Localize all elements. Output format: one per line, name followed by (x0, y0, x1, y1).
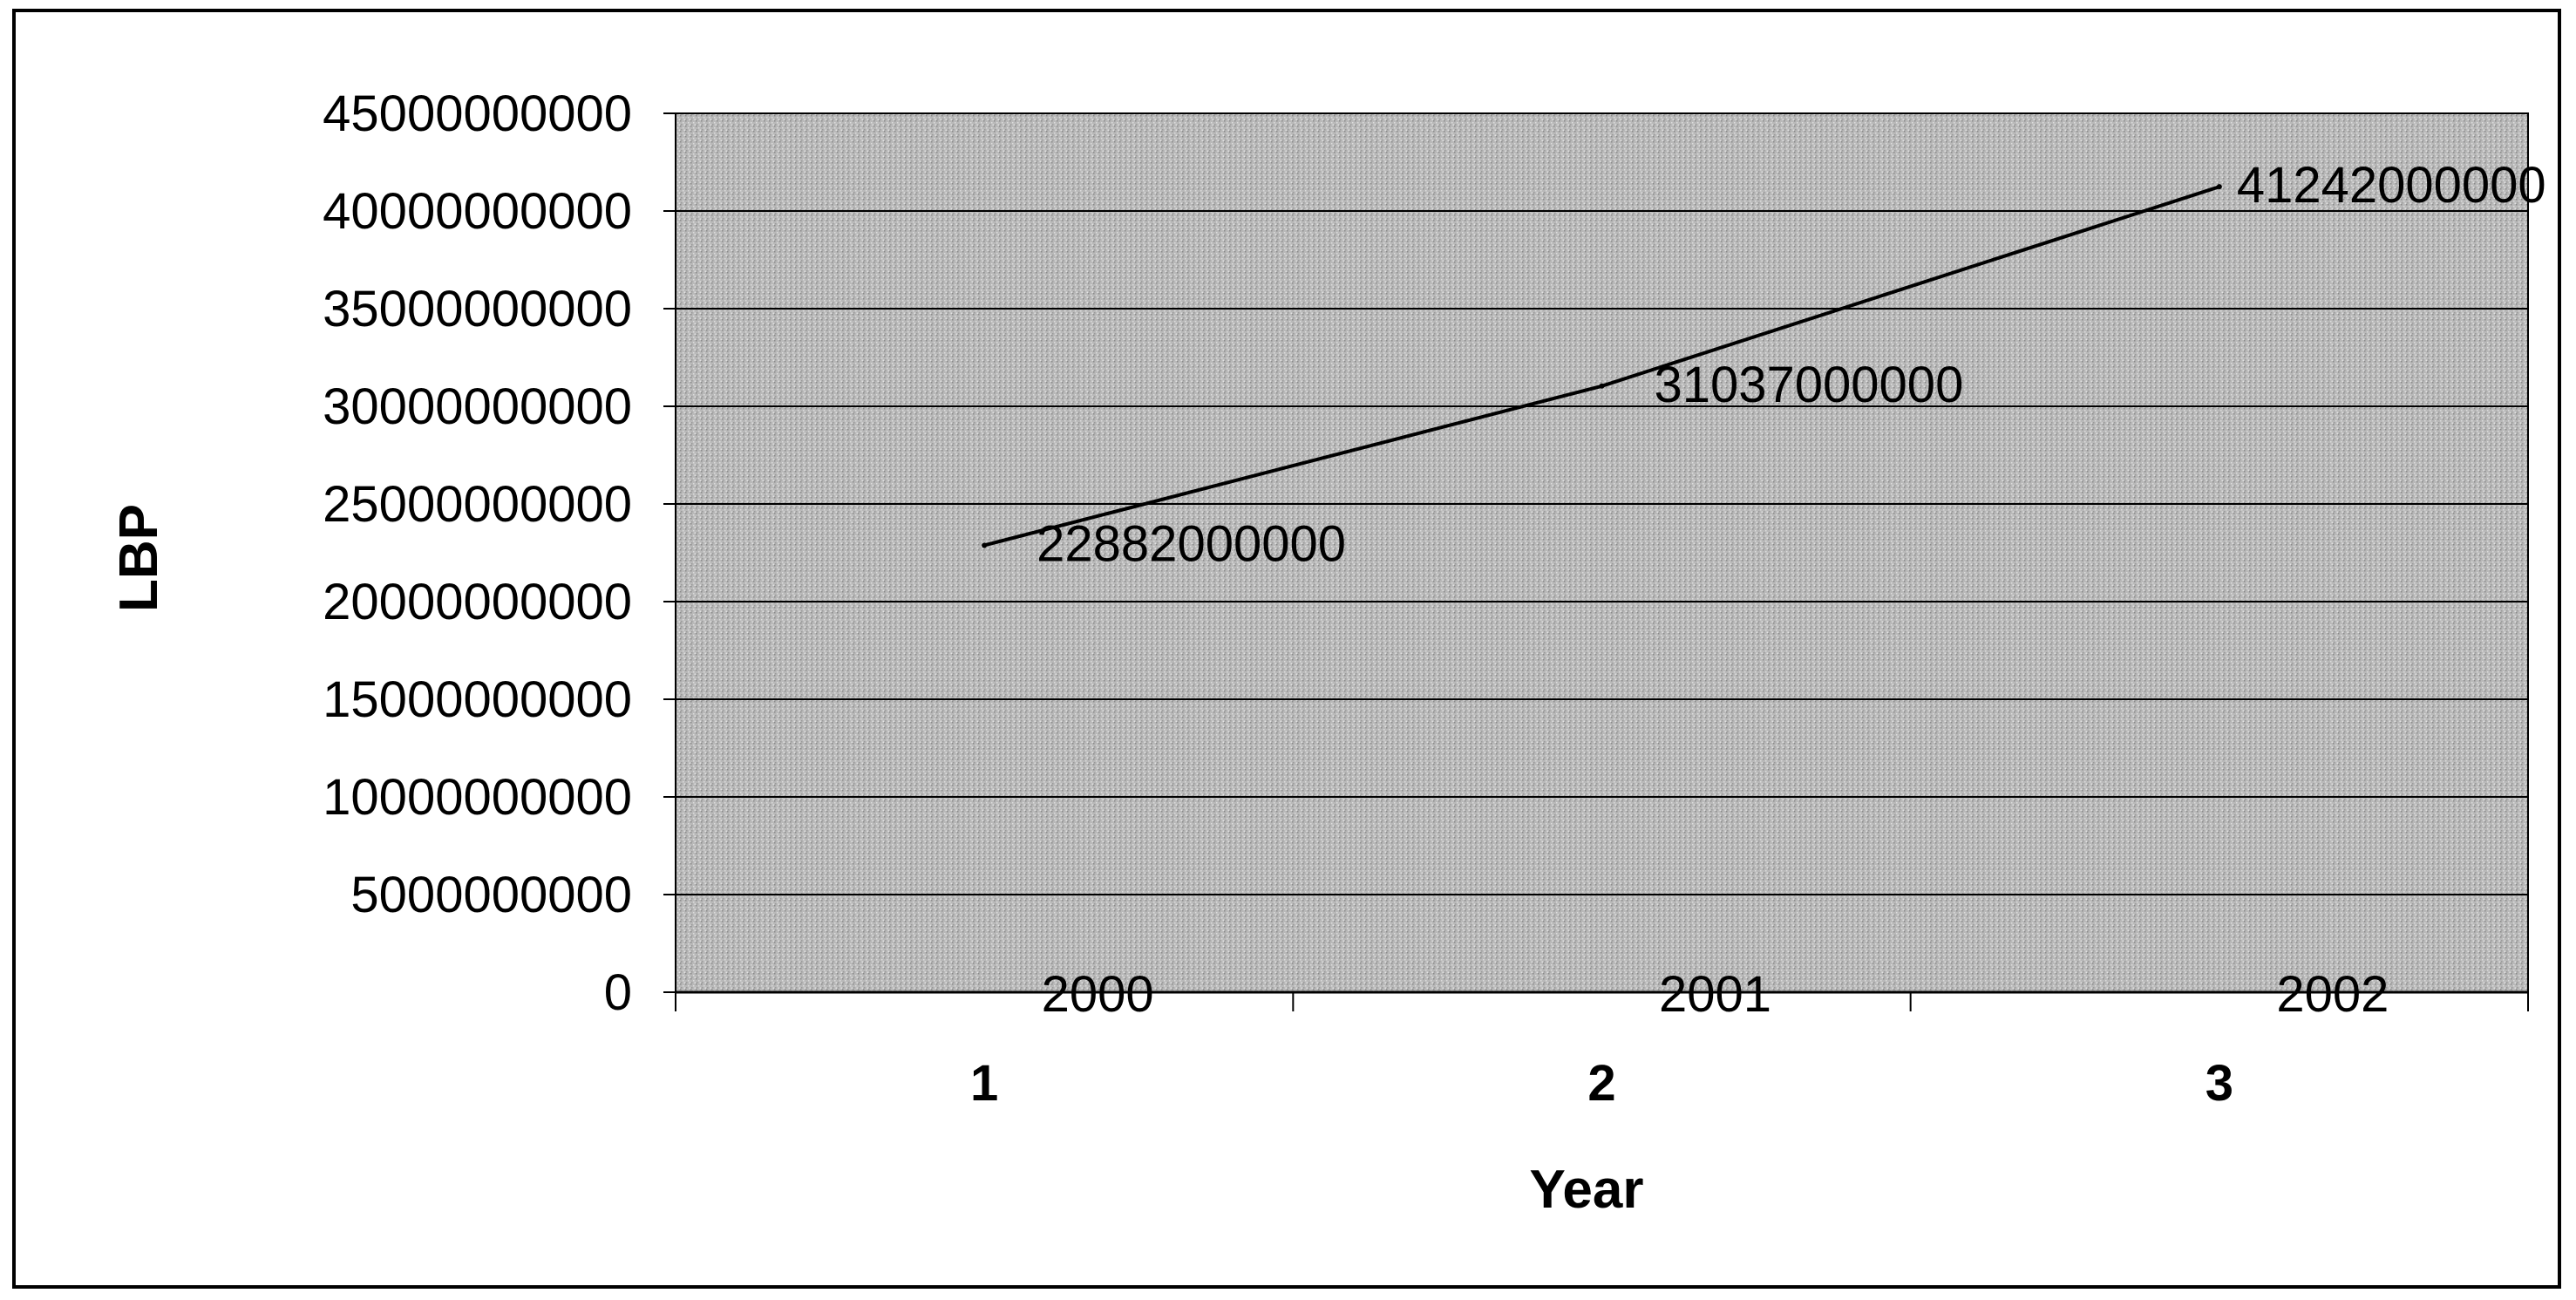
data-label: 41242000000 (2237, 157, 2546, 214)
series-layer: 22882000000 31037000000 41242000000 (982, 157, 2546, 572)
y-axis: 0 5000000000 10000000000 15000000000 2000000… (323, 85, 676, 1021)
gridlines (676, 210, 2528, 895)
x-tick-label: 3 (2206, 1055, 2233, 1112)
y-tick-label: 35000000000 (323, 281, 632, 337)
data-point (982, 542, 988, 548)
data-point (1599, 383, 1605, 389)
y-tick-label: 40000000000 (323, 183, 632, 240)
data-point (2216, 184, 2222, 190)
y-tick-label: 20000000000 (323, 574, 632, 630)
y-tick-label: 25000000000 (323, 476, 632, 533)
y-tick-label: 15000000000 (323, 671, 632, 728)
y-tick-label: 0 (604, 964, 632, 1021)
y-axis-label: LBP (109, 504, 169, 612)
x-tick-label: 2 (1587, 1055, 1615, 1112)
y-tick-label: 30000000000 (323, 378, 632, 435)
category-label: 2002 (2276, 966, 2389, 1023)
category-label: 2001 (1659, 966, 1771, 1023)
data-label: 22882000000 (1037, 515, 1346, 572)
x-axis-label: Year (1529, 1160, 1643, 1220)
y-tick-label: 45000000000 (323, 85, 632, 142)
y-tick-label: 10000000000 (323, 769, 632, 826)
data-label: 31037000000 (1655, 357, 1964, 413)
x-tick-label: 1 (970, 1055, 998, 1112)
x-axis: 1 2000 2 2001 3 2002 (675, 966, 2529, 1112)
y-tick-label: 5000000000 (350, 867, 632, 923)
category-label: 2000 (1042, 966, 1154, 1023)
plot-area (675, 112, 2529, 993)
